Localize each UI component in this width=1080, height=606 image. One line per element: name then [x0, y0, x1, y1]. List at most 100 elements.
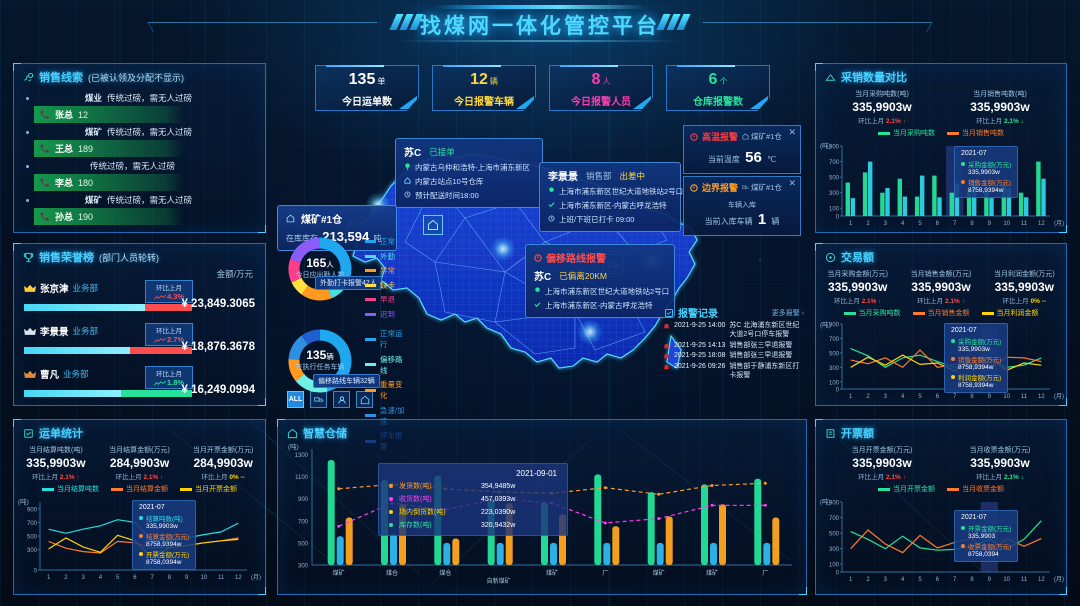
tooltip-date: 2021-07 [961, 150, 987, 157]
legend-item[interactable]: 当月结算吨数 [42, 484, 99, 494]
lead-item[interactable]: 传统过磅，需无人过磅 📞 李总 180 [24, 160, 255, 191]
close-icon[interactable]: ✕ [788, 127, 796, 137]
legend-item[interactable]: 当月利润金额 [981, 308, 1039, 318]
svg-text:6: 6 [133, 575, 137, 581]
svg-text:11: 11 [1021, 394, 1028, 400]
legend-item[interactable]: 偏移路线 [365, 354, 409, 376]
svg-text:1: 1 [47, 575, 51, 581]
svg-text:3: 3 [884, 577, 888, 583]
legend-item[interactable]: 当月开票金额 [878, 484, 935, 494]
alarm-record-row[interactable]: 2021-9-25 18:08 销售部张三早退报警 [658, 350, 810, 361]
legend-item[interactable]: 正常运行 [365, 328, 409, 350]
map-filter-all[interactable]: ALL [287, 391, 304, 408]
stat-label: 当月开票金额(万元) [851, 447, 913, 454]
svg-text:0: 0 [836, 571, 840, 577]
vehicle-donut[interactable]: 135辆 在执行任务车辆 偏移路线车辆32辆 [283, 324, 380, 398]
truck-warehouse-text: 内蒙古站点10号仓库 [415, 177, 484, 186]
person-location-text: 上海市浦东新区世纪大道地铁站2号口 [559, 187, 684, 196]
legend-item[interactable]: 重量变化 [365, 379, 409, 401]
map-filter-truck-icon[interactable] [310, 391, 327, 408]
lead-item[interactable]: 煤业 传统过磅，需无人过磅 📞 张总 12 [24, 92, 255, 123]
legend-item[interactable]: 当月收票金额 [947, 484, 1004, 494]
legend-item[interactable]: 异常 [365, 265, 395, 276]
lead-contact-chip[interactable]: 📞 王总 189 [34, 140, 184, 157]
panel-title-purchase-sales: 采销数量对比 [816, 64, 1066, 85]
attendance-donut-center: 165人 今日应出勤人数 [283, 256, 357, 280]
check-badge-icon [534, 302, 541, 308]
honor-compare-label: 环比上月 [156, 285, 182, 292]
phone-icon: 📞 [40, 110, 50, 119]
alarm-record-text: 销售部于静浦东新区打卡报警 [729, 363, 800, 379]
svg-text:500: 500 [27, 535, 38, 541]
honor-item[interactable]: 张京津 业务部 环比上月 4.3% ¥ 23,849.3065 [24, 280, 255, 323]
alarm-record-row[interactable]: 2021-9-25 14:13 销售部张三早退报警 [658, 340, 810, 351]
china-map-region[interactable]: 苏C 已接单 内蒙古乌仲和浩特-上海市浦东新区 内蒙古站点10号仓库 预计配送时… [277, 120, 807, 410]
honor-item[interactable]: 曹凡 业务部 环比上月 1.8% ¥ 16,249.0994 [24, 366, 255, 409]
panel-trade-amount: 交易额 当月采购金额(万元) 335,9903w 环比上月 2.1% ↑ 当月销售金额… [815, 243, 1067, 406]
alarm-box-high-temp[interactable]: ✕ 高温报警 煤矿#1仓 当前温度 56 ℃ [683, 125, 801, 174]
warehouse-stock-value: 213,594 [322, 229, 370, 244]
stat-compare: 环比上月 0% -- [1002, 298, 1046, 305]
legend-item[interactable]: 缺卡 [365, 280, 395, 291]
legend-item[interactable]: 当月结算金额 [111, 484, 168, 494]
stat-delta: 0% -- [229, 474, 245, 481]
map-filter-person-icon[interactable] [333, 391, 350, 408]
svg-text:煤矿: 煤矿 [653, 569, 665, 577]
stat-col: 当月结算金额(万元) 284,9903w 环比上月 2.1% ↑ [102, 445, 178, 481]
lead-contact-chip[interactable]: 📞 孙总 190 [34, 208, 184, 225]
alarm-record-row[interactable]: 2021-9-26 09:26 销售部于静浦东新区打卡报警 [658, 361, 810, 381]
svg-text:5: 5 [918, 577, 922, 583]
close-icon[interactable]: ✕ [788, 178, 796, 188]
route-popup-plate-row: 苏C 已偏离20KM [534, 268, 666, 284]
tooltip-value: 223,0390w [481, 508, 516, 516]
legend-item[interactable]: 当月采购吨数 [878, 128, 935, 138]
alarm-record-row[interactable]: 2021-9-25 14:00 苏C 北海浦东新区世纪大道2号口停车报警 [658, 320, 810, 340]
map-filter-warehouse-icon[interactable] [356, 391, 373, 408]
attendance-center-value-row: 165人 [283, 256, 357, 270]
legend-item[interactable]: 正常 [365, 236, 395, 247]
legend-item[interactable]: 迟到 [365, 309, 395, 320]
map-filter-tools[interactable]: ALL [287, 391, 373, 408]
legend-item[interactable]: 当月销售金额 [912, 308, 970, 318]
kpi-topbar [326, 65, 384, 67]
legend-item[interactable]: 早退 [365, 294, 395, 305]
lead-desc: 传统过磅，需无人过磅 [24, 160, 255, 172]
lead-item[interactable]: 煤矿 传统过磅，需无人过磅 📞 孙总 190 [24, 194, 255, 225]
alert-circle-icon [690, 183, 698, 192]
kpi-card-4[interactable]: 6 个仓库报警数 [666, 65, 770, 111]
attendance-donut[interactable]: 165人 今日应出勤人数 外勤打卡报警42人 [283, 232, 382, 306]
location-pin-icon [405, 163, 410, 170]
honor-item[interactable]: 李景景 业务部 环比上月 2.7% ¥ 18,876.3678 [24, 323, 255, 366]
legend-item[interactable]: 当月采购吨数 [843, 308, 901, 318]
stat-label: 当月收票金额(万元) [969, 447, 1031, 454]
alarm-title: 高温报警 [702, 132, 739, 142]
panel-alarm-records: 报警记录 更多报警 › 2021-9-25 14:00 苏C 北海浦东新区世纪大道… [658, 302, 810, 402]
svg-text:900: 900 [829, 501, 840, 507]
kpi-corner [399, 96, 417, 109]
svg-text:8: 8 [970, 577, 974, 583]
stat-value: 335,9903w [852, 456, 912, 470]
legend-item[interactable]: 当月销售吨数 [947, 128, 1004, 138]
lead-item[interactable]: 煤矿 传统过磅，需无人过磅 📞 王总 189 [24, 126, 255, 157]
kpi-card-3[interactable]: 8 人今日报警人员 [549, 65, 653, 111]
alarm-box-boundary[interactable]: ✕ 边界报警 煤矿#1仓 车辆入库 当前入库车辆 1 辆 [683, 176, 801, 236]
map-warehouse-marker[interactable] [423, 215, 443, 235]
stat-value: 284,9903w [109, 456, 170, 470]
map-truck-popup[interactable]: 苏C 已接单 内蒙古乌仲和浩特-上海市浦东新区 内蒙古站点10号仓库 预计配送时… [395, 138, 543, 208]
map-route-offset-popup[interactable]: 偏移路线报警 苏C 已偏离20KM 上海市浦东新区世纪大道地铁站2号口 上海市浦… [525, 244, 675, 318]
kpi-card-2[interactable]: 12 辆今日报警车辆 [432, 65, 536, 111]
tooltip-dot [961, 180, 965, 184]
alarm-source: 煤矿#1仓 [742, 182, 782, 193]
person-popup-line: 上班/下班已打卡 09:00 [548, 214, 672, 225]
lead-name: 孙总 [54, 212, 73, 222]
map-person-popup[interactable]: 李景景 销售部 出差中 上海市浦东新区世纪大道地铁站2号口 上海市浦东新区-内蒙… [539, 162, 684, 232]
kpi-card-1[interactable]: 135 单今日运单数 [315, 65, 419, 111]
tooltip-dot [951, 375, 955, 379]
lead-contact-chip[interactable]: 📞 李总 180 [34, 174, 184, 191]
legend-item[interactable]: 当月开票金额 [180, 484, 237, 494]
legend-item[interactable]: 外勤 [365, 251, 395, 262]
lead-contact-chip[interactable]: 📞 张总 12 [34, 106, 184, 123]
more-alarms-link[interactable]: 更多报警 › [771, 309, 804, 317]
attendance-legend[interactable]: 正常外勤异常缺卡早退迟到 [365, 236, 395, 323]
tooltip-dot [139, 516, 143, 520]
